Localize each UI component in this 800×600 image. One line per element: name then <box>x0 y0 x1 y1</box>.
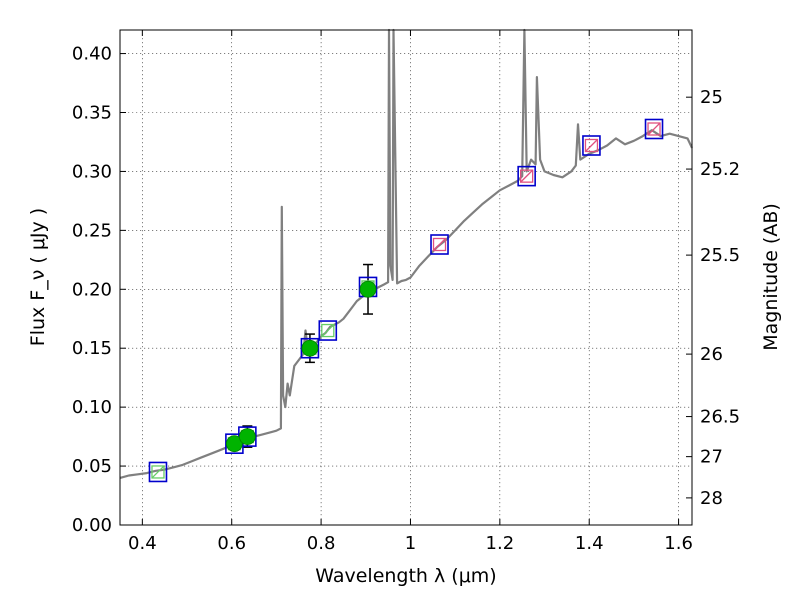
model-photometry-square <box>318 320 338 341</box>
x-tick-label: 0.8 <box>307 533 336 554</box>
model-photometry-inner <box>151 465 165 479</box>
right-tick-label: 28 <box>700 488 723 509</box>
model-photometry-square <box>644 118 664 140</box>
model-photometry-square <box>517 165 536 187</box>
model-photometry-inner <box>432 237 447 252</box>
observed-data-point <box>238 428 256 446</box>
model-photometry-slash <box>647 122 661 136</box>
model-photometry-inner <box>321 323 335 338</box>
model-photometry-slash <box>433 238 446 251</box>
y-tick-label: 0.25 <box>72 220 112 241</box>
plot-frame <box>119 29 693 526</box>
x-tick-label: 0.4 <box>128 533 157 554</box>
x-tick-label: 1.2 <box>486 533 515 554</box>
y-tick-label: 0.15 <box>72 338 112 359</box>
y-axis-label: Flux F_ν ( μJy ) <box>27 208 49 346</box>
x-tick-label: 1.6 <box>664 533 693 554</box>
observed-data-point <box>225 435 243 453</box>
y-tick-label: 0.40 <box>72 44 112 65</box>
model-photometry-slash <box>520 169 534 183</box>
y-tick-label: 0.20 <box>72 279 112 300</box>
x-tick-label: 1 <box>405 533 416 554</box>
right-tick-label: 27 <box>700 447 723 468</box>
right-tick-label: 25.5 <box>700 245 740 266</box>
plot-area <box>119 28 693 483</box>
model-photometry-inner <box>647 122 661 136</box>
grid <box>120 30 692 525</box>
y-tick-label: 0.05 <box>72 456 112 477</box>
model-photometry-slash <box>151 465 165 479</box>
right-axis-label: Magnitude (AB) <box>760 203 782 351</box>
x-tick-label: 0.6 <box>217 533 246 554</box>
x-tick-label: 1.4 <box>575 533 604 554</box>
model-photometry-slash <box>321 324 335 337</box>
model-photometry-square <box>430 234 449 255</box>
right-tick-label: 26 <box>700 344 723 365</box>
right-tick-label: 26.5 <box>700 407 740 428</box>
y-tick-label: 0.30 <box>72 161 112 182</box>
y-tick-label: 0.10 <box>72 397 112 418</box>
model-photometry-inner <box>520 169 534 183</box>
model-photometry-inner <box>584 138 599 153</box>
x-axis-label: Wavelength λ (μm) <box>315 565 496 587</box>
y-tick-label: 0.35 <box>72 103 112 124</box>
y-tick-label: 0.00 <box>72 515 112 536</box>
right-tick-label: 25.2 <box>700 159 740 180</box>
observed-data-point <box>359 280 377 298</box>
axes: 0.4 0.6 0.8 1 1.2 1.4 1.6 0.00 0.05 0.10 0.15 0.20 0… <box>72 30 740 554</box>
observed-data-point <box>301 339 319 357</box>
model-photometry-square <box>148 461 168 483</box>
model-photometry-square <box>300 337 320 359</box>
sed-model-line <box>119 28 693 479</box>
model-photometry-slash <box>584 139 598 152</box>
right-tick-label: 25 <box>700 87 723 108</box>
model-photometry-square <box>582 135 601 156</box>
